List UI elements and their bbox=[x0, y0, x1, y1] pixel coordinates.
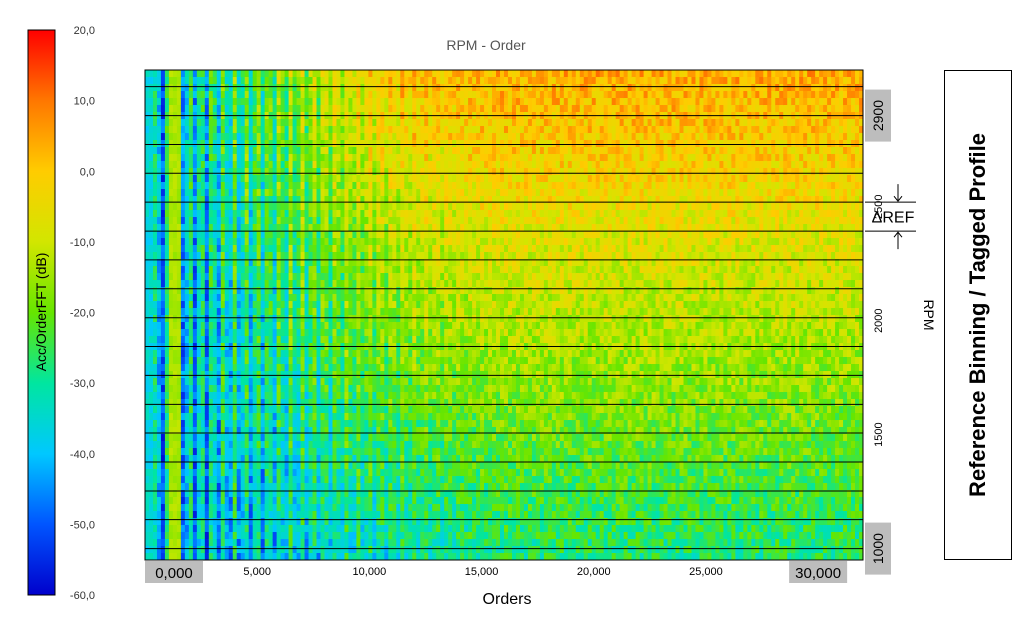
heatmap-plot-area bbox=[145, 70, 863, 560]
chart-title: RPM - Order bbox=[446, 37, 526, 53]
x-tick-label: 0,000 bbox=[155, 565, 193, 582]
x-axis-ticks: 0,000 5,000 10,000 15,000 20,000 25,000 30,000 bbox=[145, 561, 848, 583]
colorbar-tick-labels: 20,0 10,0 0,0 -10,0 -20,0 -30,0 -40,0 -50,0 -60,… bbox=[70, 25, 95, 602]
x-tick-highlight bbox=[789, 561, 848, 583]
y-tick-label: 2900 bbox=[870, 100, 886, 131]
colorbar bbox=[27, 29, 56, 596]
colorbar-tick-label: 20,0 bbox=[74, 25, 95, 37]
x-tick-highlight bbox=[145, 561, 203, 583]
delta-ref-annotation: ΔREF bbox=[865, 184, 916, 250]
side-label-text: Reference Binning / Tagged Profile bbox=[965, 133, 990, 497]
y-tick-label: 1500 bbox=[873, 422, 885, 446]
x-tick-label: 30,000 bbox=[795, 565, 841, 582]
colorbar-label: Acc/OrderFFT (dB) bbox=[33, 253, 49, 372]
colorbar-tick-label: -20,0 bbox=[70, 308, 95, 320]
colorbar-tick-label: -50,0 bbox=[70, 519, 95, 531]
x-tick-label: 25,000 bbox=[689, 566, 723, 578]
colorbar-tick-label: -60,0 bbox=[70, 590, 95, 602]
y-tick-label: 2000 bbox=[873, 308, 885, 332]
x-tick-label: 10,000 bbox=[353, 566, 387, 578]
x-tick-label: 20,000 bbox=[577, 566, 611, 578]
colorbar-tick-label: -30,0 bbox=[70, 378, 95, 390]
x-tick-label: 5,000 bbox=[243, 566, 271, 578]
y-axis-label: RPM bbox=[921, 299, 937, 330]
x-axis-label: Orders bbox=[483, 591, 532, 608]
y-axis-ticks: 1000 1500 2000 2500 2900 bbox=[865, 89, 891, 575]
colorbar-tick-label: -40,0 bbox=[70, 449, 95, 461]
colorbar-tick-label: 10,0 bbox=[74, 96, 95, 108]
colorbar-tick-label: 0,0 bbox=[80, 166, 95, 178]
side-label-box: Reference Binning / Tagged Profile bbox=[944, 70, 1012, 560]
y-tick-highlight bbox=[865, 89, 891, 142]
delta-ref-label: ΔREF bbox=[872, 210, 915, 227]
y-tick-highlight bbox=[865, 522, 891, 575]
y-tick-label: 1000 bbox=[870, 533, 886, 564]
y-tick-label: 2500 bbox=[873, 195, 885, 219]
colorbar-tick-label: -10,0 bbox=[70, 237, 95, 249]
x-tick-label: 15,000 bbox=[465, 566, 499, 578]
plot-frame bbox=[144, 69, 864, 561]
rpm-bin-lines bbox=[145, 86, 863, 550]
